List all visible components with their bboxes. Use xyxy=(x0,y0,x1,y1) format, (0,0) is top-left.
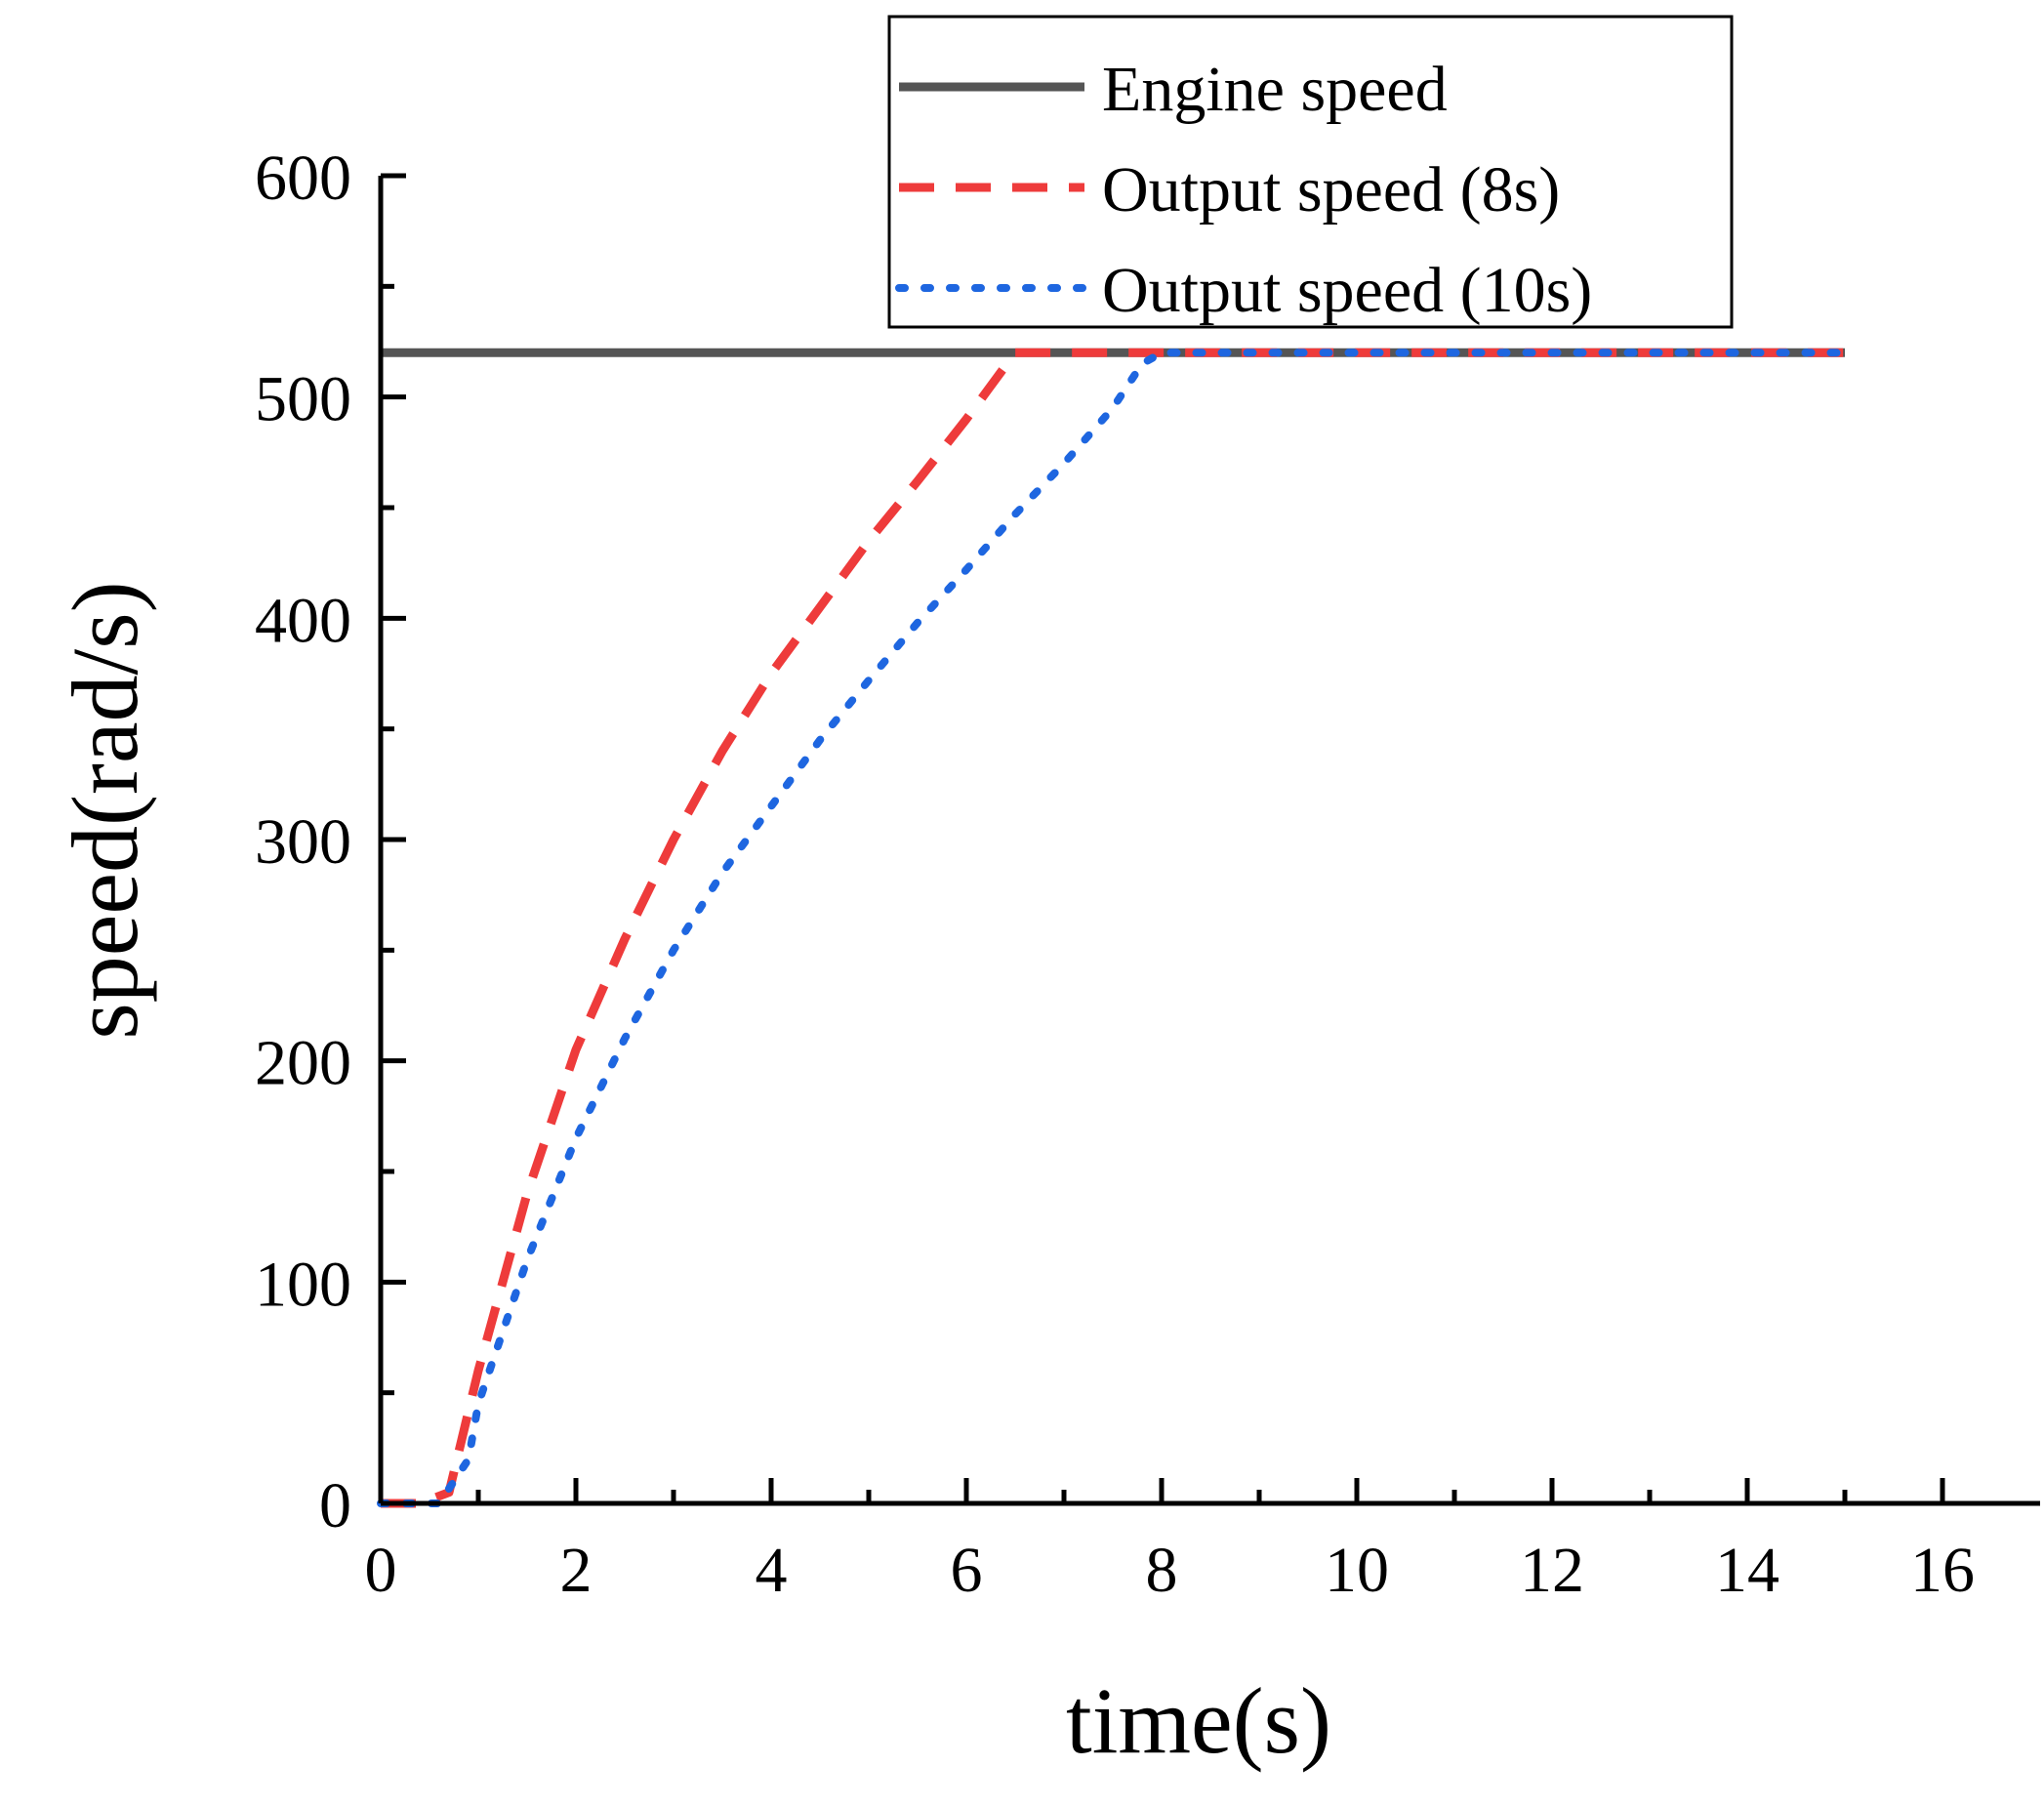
x-axis-title: time(s) xyxy=(1066,1668,1331,1773)
x-tick-label: 8 xyxy=(1146,1535,1178,1606)
axes xyxy=(378,173,2040,1506)
output-speed-10s-line xyxy=(377,349,1849,1507)
y-axis-title: speed(rad/s) xyxy=(53,581,157,1039)
legend-box xyxy=(887,15,1734,329)
y-tick-label: 300 xyxy=(255,806,351,878)
x-tick-label: 2 xyxy=(560,1535,593,1606)
x-tick-label: 10 xyxy=(1325,1535,1389,1606)
y-tick-label: 400 xyxy=(255,585,351,656)
x-tick-label: 6 xyxy=(951,1535,983,1606)
legend-label: Engine speed xyxy=(1102,54,1448,125)
y-tick-label: 600 xyxy=(255,143,351,214)
x-tick-label: 0 xyxy=(365,1535,397,1606)
y-tick-label: 200 xyxy=(255,1028,351,1099)
y-tick-label: 500 xyxy=(255,364,351,435)
legend-label: Output speed (8s) xyxy=(1102,154,1560,226)
tick-labels: 0 2 4 6 8 10 12 14 16 0 100 200 300 400 500 600 xyxy=(255,143,1975,1606)
x-tick-label: 14 xyxy=(1715,1535,1779,1606)
output-speed-8s-line xyxy=(381,348,1845,1508)
x-tick-label: 12 xyxy=(1520,1535,1584,1606)
plot-lines xyxy=(377,348,1849,1508)
y-tick-label: 100 xyxy=(255,1249,351,1320)
x-tick-label: 4 xyxy=(756,1535,788,1606)
x-tick-label: 16 xyxy=(1910,1535,1975,1606)
y-tick-label: 0 xyxy=(319,1470,351,1541)
legend-label: Output speed (10s) xyxy=(1102,255,1592,326)
legend: Engine speed Output speed (8s) Output spee… xyxy=(887,15,1734,329)
